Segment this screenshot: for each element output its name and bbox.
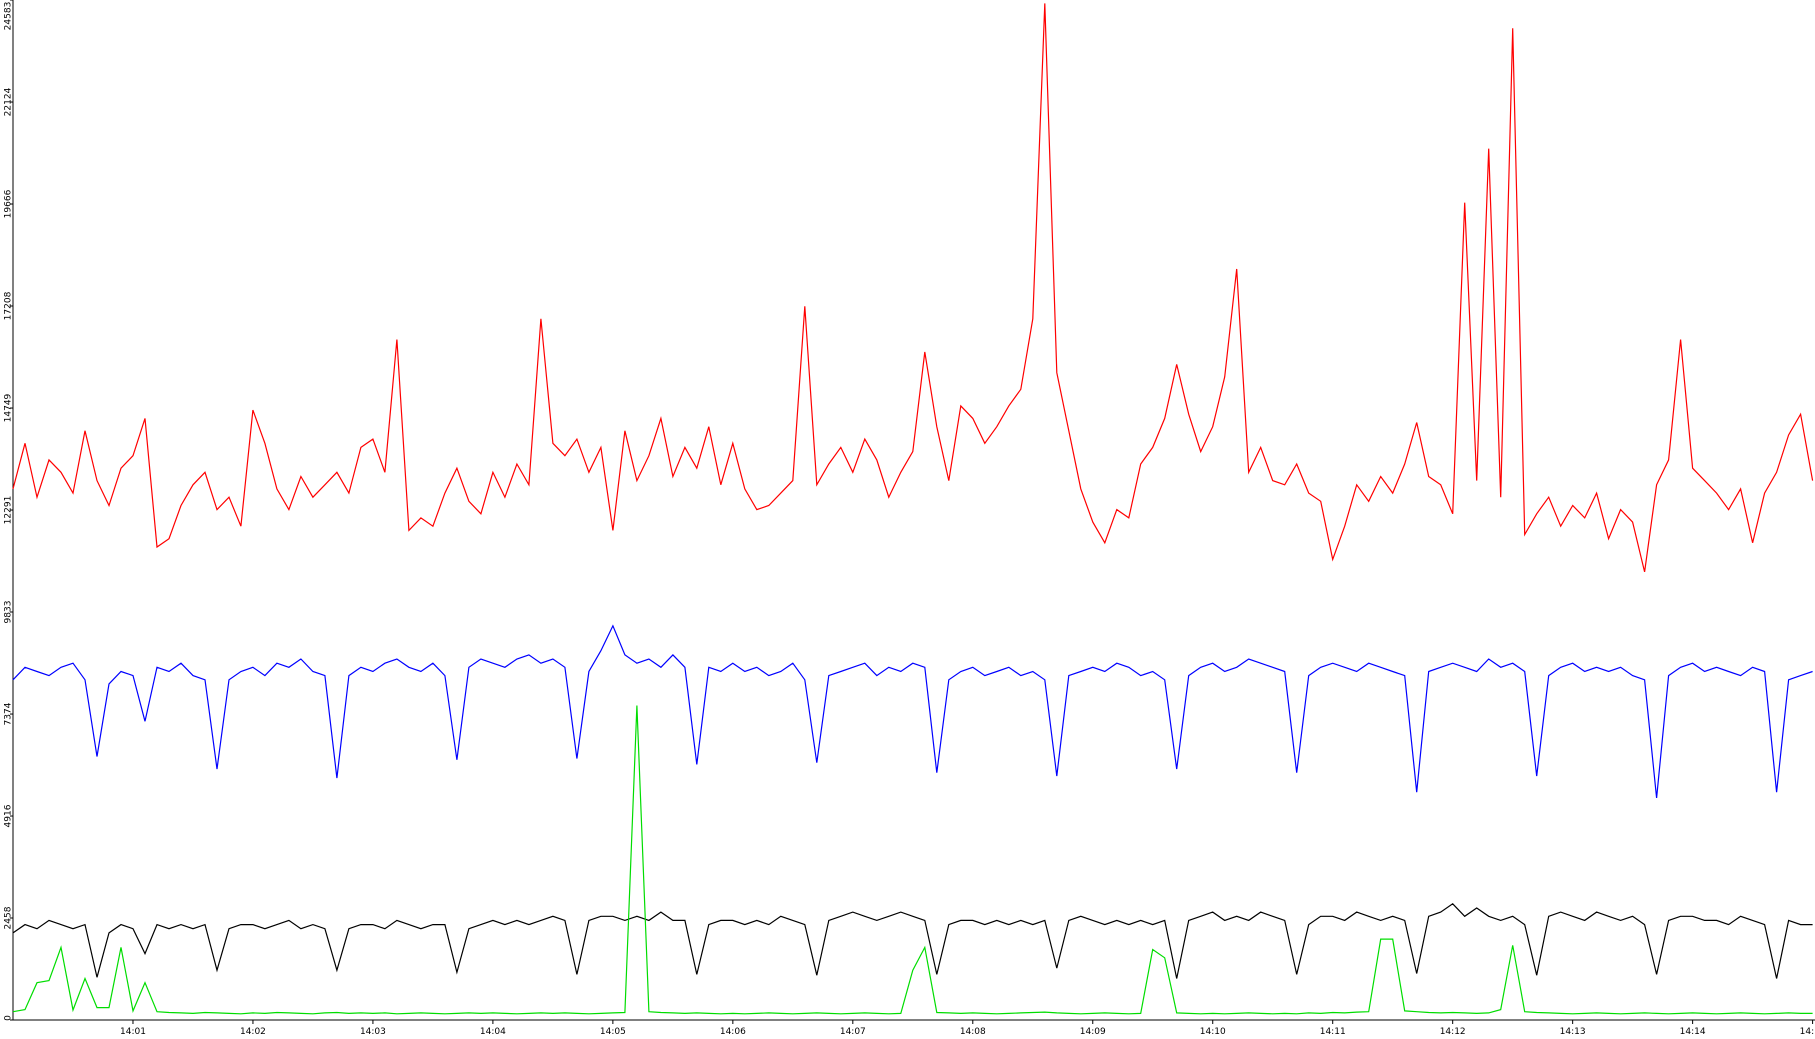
y-tick-label: 2458 (4, 906, 14, 929)
x-tick-label: 14:08 (960, 1027, 986, 1037)
y-tick-label: 22124 (4, 87, 14, 116)
x-tick-label: 14:07 (840, 1027, 866, 1037)
y-tick-label: 0 (4, 1015, 14, 1021)
x-tick-label: 14:06 (720, 1027, 746, 1037)
x-tick-label: 14:04 (480, 1027, 506, 1037)
y-tick-label: 14749 (4, 393, 14, 422)
x-tick-label: 14:05 (600, 1027, 626, 1037)
y-tick-label: 19666 (4, 189, 14, 218)
y-tick-label: 7374 (4, 702, 14, 725)
x-tick-label: 14:01 (120, 1027, 146, 1037)
series-line (12, 903, 1813, 979)
series-line (12, 3, 1814, 573)
x-tick-label: 14:10 (1200, 1027, 1226, 1037)
x-tick-label: 14:09 (1080, 1027, 1106, 1037)
y-tick-label: 4916 (4, 804, 14, 827)
y-tick-label: 12291 (4, 496, 14, 525)
x-tick-label: 14:15 (1800, 1027, 1815, 1037)
series-line (12, 624, 1813, 799)
x-tick-label: 14:11 (1320, 1027, 1346, 1037)
x-tick-label: 14:12 (1440, 1027, 1466, 1037)
y-tick-label: 24583 (4, 2, 14, 31)
series-line (12, 705, 1813, 1015)
x-tick-label: 14:13 (1560, 1027, 1586, 1037)
y-tick-label: 17208 (4, 291, 14, 320)
x-tick-label: 14:02 (240, 1027, 266, 1037)
y-tick-label: 9833 (4, 601, 14, 624)
x-tick-label: 14:14 (1680, 1027, 1706, 1037)
x-tick-label: 14:03 (360, 1027, 386, 1037)
